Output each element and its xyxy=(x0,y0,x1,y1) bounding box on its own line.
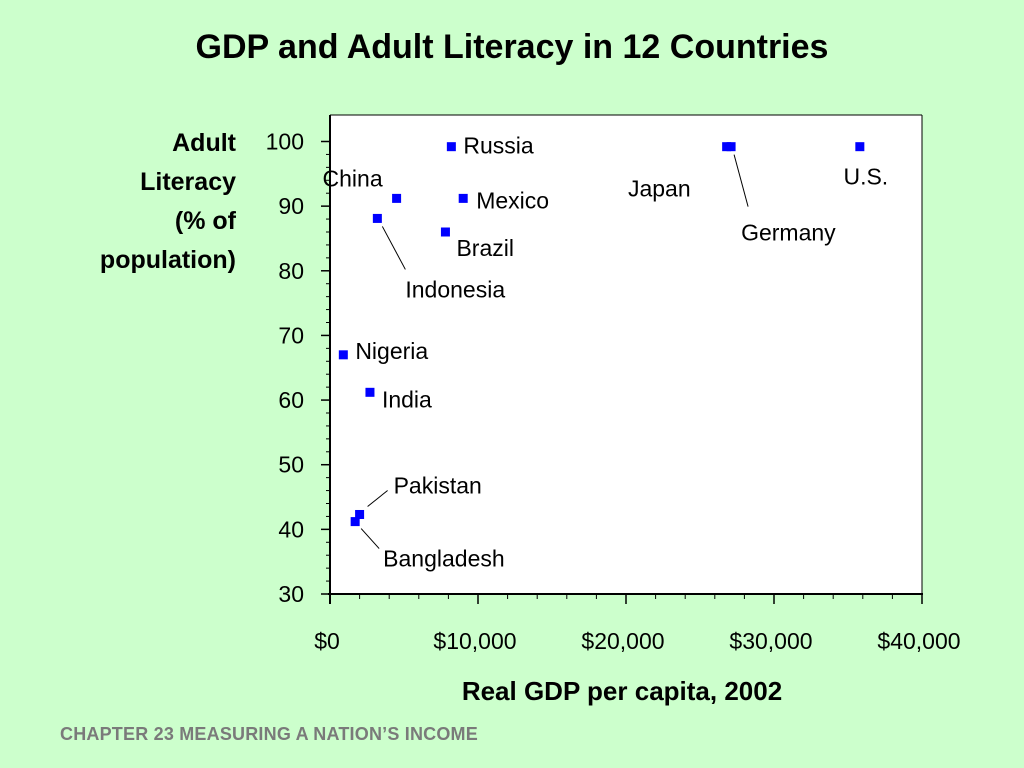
y-tick-label: 90 xyxy=(278,193,304,219)
plot-area xyxy=(330,115,922,594)
data-point xyxy=(350,517,360,527)
x-axis-label: Real GDP per capita, 2002 xyxy=(461,676,783,706)
x-tick-label: $40,000 xyxy=(877,628,960,654)
y-tick-label: 60 xyxy=(278,387,304,413)
point-label: China xyxy=(323,165,383,191)
data-point xyxy=(726,142,736,152)
point-label: India xyxy=(382,386,432,412)
point-label: Bangladesh xyxy=(383,546,505,572)
point-label: Pakistan xyxy=(394,472,482,498)
leader-line xyxy=(733,154,749,207)
point-label: Russia xyxy=(463,133,534,159)
data-point xyxy=(855,142,865,152)
y-axis-label-line: (% of xyxy=(174,207,236,235)
x-tick-label: $0 xyxy=(314,628,340,654)
point-label: U.S. xyxy=(843,164,888,190)
y-tick-label: 100 xyxy=(266,129,304,155)
x-tick-label: $20,000 xyxy=(581,628,664,654)
data-point xyxy=(458,193,468,203)
point-label: Germany xyxy=(741,220,836,246)
data-point xyxy=(372,213,382,223)
y-tick-label: 70 xyxy=(278,322,304,348)
footer: CHAPTER 23 MEASURING A NATION’S INCOME xyxy=(60,724,478,744)
leader-line xyxy=(367,490,388,507)
y-axis-label-line: population) xyxy=(99,246,236,274)
point-label: Nigeria xyxy=(355,338,428,364)
data-point xyxy=(440,227,450,237)
y-tick-label: 30 xyxy=(278,581,304,607)
data-point xyxy=(338,350,348,360)
y-tick-label: 40 xyxy=(278,516,304,542)
slide-title: GDP and Adult Literacy in 12 Countries xyxy=(195,28,829,66)
data-point xyxy=(446,142,456,152)
data-point xyxy=(355,509,365,519)
y-axis-label-line: Literacy xyxy=(140,168,236,196)
point-label: Indonesia xyxy=(405,276,505,302)
y-axis-label-line: Adult xyxy=(172,129,236,157)
point-label: Japan xyxy=(628,176,691,202)
x-tick-label: $30,000 xyxy=(729,628,812,654)
point-label: Mexico xyxy=(476,187,549,213)
y-tick-label: 80 xyxy=(278,258,304,284)
data-point xyxy=(392,193,402,203)
point-label: Brazil xyxy=(456,235,514,261)
leader-line xyxy=(381,226,406,270)
leader-line xyxy=(360,528,380,549)
y-tick-label: 50 xyxy=(278,452,304,478)
y-axis-label: Adult Literacy (% of population) xyxy=(20,124,236,280)
data-point xyxy=(365,387,375,397)
x-tick-label: $10,000 xyxy=(433,628,516,654)
